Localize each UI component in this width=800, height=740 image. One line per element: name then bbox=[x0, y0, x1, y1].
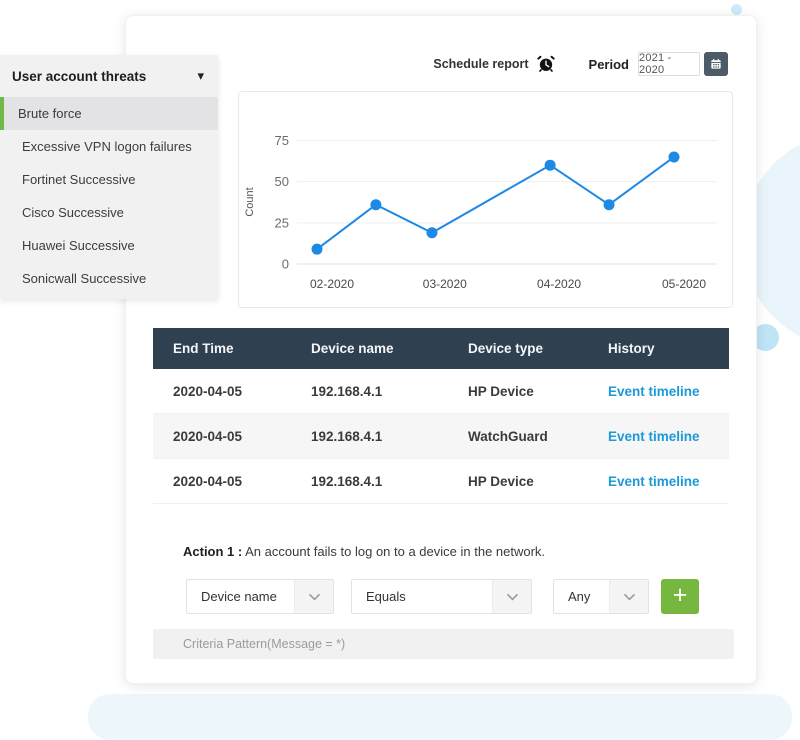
col-header-end-time: End Time bbox=[173, 341, 234, 356]
calendar-icon bbox=[709, 57, 723, 71]
action-description: Action 1 : An account fails to log on to… bbox=[183, 544, 545, 559]
threats-sidebar: User account threats ▾ Brute force Exces… bbox=[0, 55, 218, 299]
schedule-report-label: Schedule report bbox=[433, 57, 529, 71]
add-filter-button[interactable]: + bbox=[661, 579, 699, 614]
caret-down-icon: ▾ bbox=[197, 68, 204, 83]
svg-text:0: 0 bbox=[282, 257, 289, 272]
threats-table: End Time Device name Device type History… bbox=[153, 328, 729, 504]
line-chart-svg: 0 25 50 75 Count 02-2020 03-2020 04-2020 05-2020 bbox=[244, 133, 717, 291]
col-header-device-type: Device type bbox=[468, 341, 544, 356]
device-name-cell: 192.168.4.1 bbox=[311, 428, 383, 444]
action-label: Action 1 : bbox=[183, 544, 243, 559]
table-row: 2020-04-05 192.168.4.1 HP Device Event t… bbox=[153, 369, 729, 414]
sidebar-item-label: Sonicwall Successive bbox=[22, 271, 147, 286]
event-timeline-link[interactable]: Event timeline bbox=[608, 383, 700, 399]
chevron-down-icon bbox=[294, 580, 333, 613]
sidebar-item-label: Huawei Successive bbox=[22, 238, 135, 253]
end-time-cell: 2020-04-05 bbox=[173, 383, 243, 399]
svg-text:50: 50 bbox=[275, 174, 289, 189]
svg-text:Count: Count bbox=[244, 187, 256, 216]
svg-text:05-2020: 05-2020 bbox=[662, 277, 706, 291]
field-select[interactable]: Device name bbox=[186, 579, 334, 614]
criteria-pattern-bar: Criteria Pattern(Message = *) bbox=[153, 629, 734, 659]
value-select-value: Any bbox=[568, 589, 591, 604]
calendar-button[interactable] bbox=[704, 52, 728, 76]
period-label: Period bbox=[588, 56, 629, 72]
schedule-report-button[interactable]: Schedule report bbox=[433, 55, 555, 73]
sidebar-item-huawei[interactable]: Huawei Successive bbox=[0, 229, 218, 262]
sidebar-item-brute-force[interactable]: Brute force bbox=[0, 97, 218, 130]
svg-text:03-2020: 03-2020 bbox=[423, 277, 467, 291]
event-timeline-link[interactable]: Event timeline bbox=[608, 473, 700, 489]
device-name-cell: 192.168.4.1 bbox=[311, 473, 383, 489]
criteria-pattern-text: Criteria Pattern(Message = *) bbox=[183, 637, 346, 651]
device-type-cell: HP Device bbox=[468, 383, 534, 399]
field-select-value: Device name bbox=[201, 589, 277, 604]
col-header-device-name: Device name bbox=[311, 341, 394, 356]
sidebar-item-cisco[interactable]: Cisco Successive bbox=[0, 196, 218, 229]
sidebar-item-label: Brute force bbox=[18, 106, 82, 121]
end-time-cell: 2020-04-05 bbox=[173, 428, 243, 444]
svg-text:02-2020: 02-2020 bbox=[310, 277, 354, 291]
chevron-down-icon bbox=[492, 580, 531, 613]
device-type-cell: HP Device bbox=[468, 473, 534, 489]
value-select[interactable]: Any bbox=[553, 579, 649, 614]
action-text: An account fails to log on to a device i… bbox=[245, 544, 546, 559]
chevron-down-icon bbox=[609, 580, 648, 613]
table-row: 2020-04-05 192.168.4.1 HP Device Event t… bbox=[153, 459, 729, 504]
alarm-clock-icon bbox=[536, 55, 555, 73]
device-name-cell: 192.168.4.1 bbox=[311, 383, 383, 399]
operator-select-value: Equals bbox=[366, 589, 406, 604]
sidebar-item-label: Cisco Successive bbox=[22, 205, 124, 220]
filter-row: Device name Equals Any + bbox=[126, 579, 756, 614]
col-header-history: History bbox=[608, 341, 655, 356]
card-header: Schedule report Period 2021 - 2020 bbox=[433, 52, 728, 76]
sidebar-item-excessive-vpn[interactable]: Excessive VPN logon failures bbox=[0, 130, 218, 163]
event-timeline-link[interactable]: Event timeline bbox=[608, 428, 700, 444]
sidebar-title: User account threats bbox=[12, 68, 147, 84]
sidebar-item-sonicwall[interactable]: Sonicwall Successive bbox=[0, 262, 218, 295]
svg-text:04-2020: 04-2020 bbox=[537, 277, 581, 291]
device-type-cell: WatchGuard bbox=[468, 428, 548, 444]
table-header-row: End Time Device name Device type History bbox=[153, 328, 729, 369]
line-chart: 0 25 50 75 Count 02-2020 03-2020 04-2020 05-2020 bbox=[238, 91, 733, 308]
svg-text:25: 25 bbox=[275, 215, 289, 230]
period-value-field[interactable]: 2021 - 2020 bbox=[638, 52, 700, 76]
sidebar-item-fortinet[interactable]: Fortinet Successive bbox=[0, 163, 218, 196]
decor-circle-dot bbox=[731, 4, 742, 15]
operator-select[interactable]: Equals bbox=[351, 579, 532, 614]
sidebar-item-label: Fortinet Successive bbox=[22, 172, 136, 187]
report-card: Schedule report Period 2021 - 2020 bbox=[125, 15, 757, 684]
table-row: 2020-04-05 192.168.4.1 WatchGuard Event … bbox=[153, 414, 729, 459]
sidebar-dropdown-header[interactable]: User account threats ▾ bbox=[0, 55, 218, 97]
decor-bottom-band bbox=[88, 694, 792, 740]
sidebar-item-label: Excessive VPN logon failures bbox=[22, 139, 192, 154]
svg-text:75: 75 bbox=[275, 133, 289, 148]
end-time-cell: 2020-04-05 bbox=[173, 473, 243, 489]
